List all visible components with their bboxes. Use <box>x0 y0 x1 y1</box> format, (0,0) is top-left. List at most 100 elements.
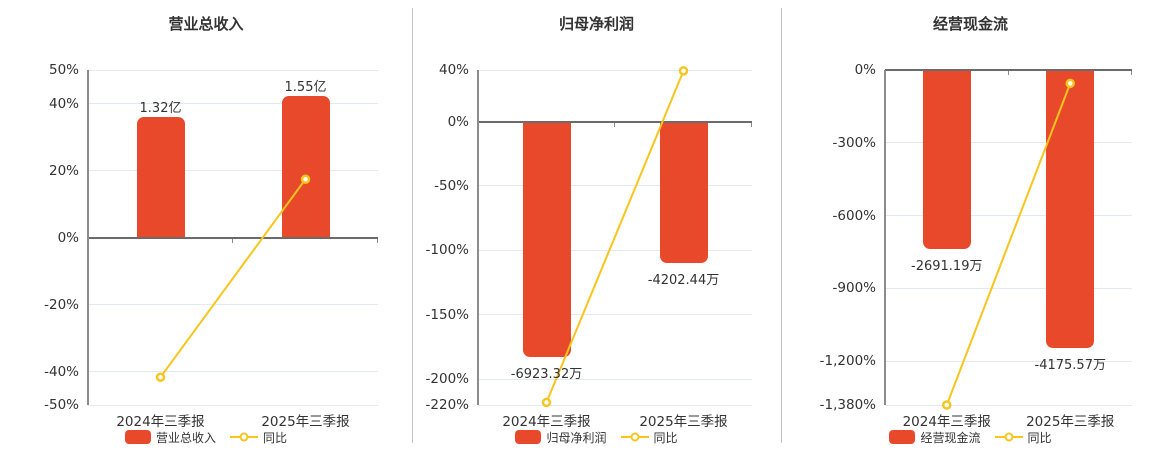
plot-area-revenue: 50% 40% 20% 0% -20% -40% -50% 1.32亿 1.55亿 <box>44 62 378 413</box>
gridline <box>478 404 752 406</box>
y-axis-tick-label: -50% <box>434 177 469 194</box>
gridline <box>88 304 378 305</box>
line-marker[interactable] <box>678 66 689 76</box>
gridline <box>885 287 1132 289</box>
legend-item-yoy[interactable]: 同比 <box>230 429 287 446</box>
gridline <box>88 69 378 71</box>
line-marker-icon <box>620 432 649 442</box>
trend-line-path <box>945 83 1072 406</box>
line-marker[interactable] <box>541 397 552 408</box>
panel-net-profit: 归母净利润 40% 0% -50% -100% -150% -200% -220% -6923… <box>412 0 781 450</box>
legend-item-yoy[interactable]: 同比 <box>994 429 1052 446</box>
gridline <box>88 371 378 372</box>
x-label-2025: 2025年三季报 <box>1026 414 1115 430</box>
yoy-trend-line <box>155 174 311 382</box>
gridline <box>885 404 1132 406</box>
y-axis-tick-label: -150% <box>425 306 469 323</box>
chart-title-net-profit: 归母净利润 <box>558 15 634 33</box>
bar-2024年三季报[interactable] <box>522 121 571 358</box>
legend-item-yoy[interactable]: 同比 <box>620 429 678 446</box>
legend-label-bar: 归母净利润 <box>546 430 607 445</box>
bar-value-label: -4202.44万 <box>647 273 720 289</box>
zero-axis-line <box>88 236 378 239</box>
gridline <box>478 314 752 316</box>
chart-title-cash-flow: 经营现金流 <box>932 15 1008 33</box>
legend-label-bar: 营业总收入 <box>155 430 216 445</box>
bar-2025年三季报[interactable] <box>281 95 330 238</box>
line-marker[interactable] <box>1065 78 1075 89</box>
x-axis-labels: 2024年三季报 2025年三季报 <box>885 410 1132 430</box>
x-axis-labels: 2024年三季报 2025年三季报 <box>88 410 378 430</box>
legend-label-yoy: 同比 <box>263 430 288 445</box>
y-axis-line <box>477 70 479 405</box>
y-axis-tick-label: 40% <box>438 62 469 78</box>
panel-cash-flow: 经营现金流 0% -300% -600% -900% -1,200% -1,380% -26… <box>781 0 1160 450</box>
x-axis-tick <box>614 122 615 127</box>
y-axis-tick-label: -220% <box>425 397 469 413</box>
x-axis-tick <box>751 122 752 127</box>
y-axis-tick-label: -100% <box>425 242 469 259</box>
panel-revenue: 营业总收入 50% 40% 20% 0% -20% -40% -50% 1.32亿 1.55亿 … <box>0 0 412 450</box>
line-marker-icon <box>230 432 258 442</box>
legend-net-profit: 归母净利润 同比 <box>412 429 781 445</box>
bar-swatch-icon <box>124 430 151 444</box>
legend-item-bar[interactable]: 营业总收入 <box>124 429 216 446</box>
gridline <box>885 215 1132 217</box>
y-axis-line <box>87 70 89 405</box>
y-axis-line <box>884 70 886 405</box>
legend-item-bar[interactable]: 归母净利润 <box>515 429 607 446</box>
zero-axis-line <box>478 120 752 123</box>
gridline <box>885 360 1132 362</box>
legend-item-bar[interactable]: 经营现金流 <box>889 429 981 446</box>
trend-line-path <box>545 70 685 403</box>
y-axis-tick-label: 40% <box>48 95 79 112</box>
bar-value-label: 1.55亿 <box>284 79 327 95</box>
x-axis-labels: 2024年三季报 2025年三季报 <box>478 410 752 430</box>
line-marker[interactable] <box>300 174 311 184</box>
y-axis-tick-label: -1,200% <box>819 353 876 370</box>
gridline <box>88 170 378 171</box>
legend-label-yoy: 同比 <box>1027 430 1052 445</box>
x-label-2024: 2024年三季报 <box>502 414 591 430</box>
bar-value-label: -4175.57万 <box>1034 357 1106 373</box>
y-axis-tick-label: 0% <box>447 113 469 130</box>
y-axis-tick-label: -600% <box>832 207 876 224</box>
x-axis-tick <box>232 238 233 243</box>
gridline <box>88 103 378 104</box>
chart-title-revenue: 营业总收入 <box>168 15 244 33</box>
plot-area-net-profit: 40% 0% -50% -100% -150% -200% -220% -6923.32万 -4… <box>426 62 752 413</box>
gridline <box>478 249 752 251</box>
gridline <box>478 378 752 380</box>
x-axis-tick <box>377 238 378 243</box>
bar-2024年三季报[interactable] <box>136 116 185 238</box>
y-axis-tick-label: -1,380% <box>819 397 876 413</box>
y-axis-tick-label: -40% <box>44 363 79 380</box>
x-label-2025: 2025年三季报 <box>261 414 350 430</box>
trend-line-path <box>159 178 307 378</box>
bar-2024年三季报[interactable] <box>922 70 971 249</box>
y-axis-tick-label: -300% <box>832 134 876 151</box>
line-marker-icon <box>994 432 1023 442</box>
y-axis-tick-label: 50% <box>48 62 79 78</box>
y-axis-tick-label: -200% <box>425 371 469 388</box>
gridline <box>885 142 1132 144</box>
legend-label-bar: 经营现金流 <box>920 430 981 445</box>
y-axis-tick-label: 0% <box>57 229 79 246</box>
line-marker[interactable] <box>155 372 166 382</box>
x-label-2025: 2025年三季报 <box>639 414 728 430</box>
bar-2025年三季报[interactable] <box>659 121 708 264</box>
bar-value-label: -2691.19万 <box>911 258 983 274</box>
yoy-trend-line <box>942 78 1075 410</box>
y-axis-tick-label: -20% <box>44 296 79 313</box>
bar-value-label: -6923.32万 <box>510 367 583 383</box>
legend-revenue: 营业总收入 同比 <box>0 429 412 445</box>
x-label-2024: 2024年三季报 <box>116 414 205 430</box>
line-marker[interactable] <box>942 400 952 410</box>
bar-2025年三季报[interactable] <box>1046 70 1095 348</box>
legend-cash-flow: 经营现金流 同比 <box>781 429 1160 445</box>
x-axis-tick <box>1131 71 1132 75</box>
x-axis-tick <box>1007 71 1009 75</box>
zero-axis-line <box>885 69 1132 71</box>
bar-swatch-icon <box>889 430 916 444</box>
